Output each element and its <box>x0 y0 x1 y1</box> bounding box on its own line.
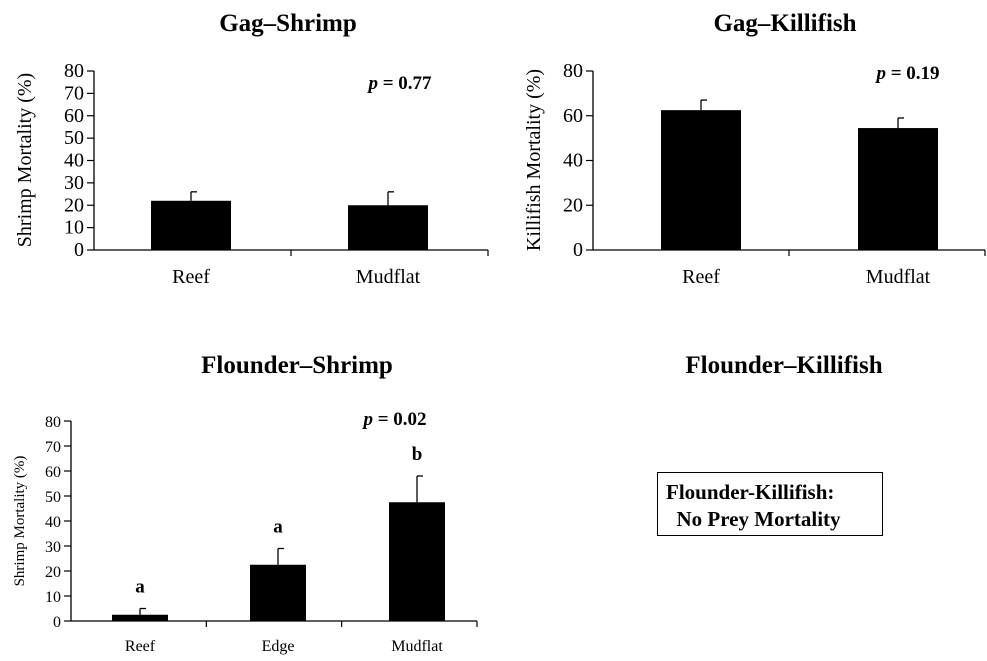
category-label: Mudflat <box>391 638 443 655</box>
y-tick-label: 30 <box>64 172 84 194</box>
category-label: Mudflat <box>866 266 931 288</box>
chart-title: Gag–Shrimp <box>219 10 357 37</box>
y-tick-label: 40 <box>563 150 583 172</box>
y-tick-label: 40 <box>64 150 84 172</box>
y-tick-label: 0 <box>573 239 583 261</box>
p-value-annotation: p = 0.19 <box>874 63 939 84</box>
p-value: = 0.77 <box>383 73 432 94</box>
note-line-1: Flounder-Killifish: <box>666 480 835 504</box>
p-symbol: p <box>874 63 890 84</box>
y-tick-label: 60 <box>563 105 583 127</box>
bar-reef <box>151 200 231 250</box>
y-tick-label: 60 <box>64 105 84 127</box>
y-tick-label: 60 <box>45 464 61 481</box>
p-value-annotation: p = 0.77 <box>366 73 432 94</box>
bar-mudflat <box>348 205 428 250</box>
y-tick-label: 30 <box>45 539 61 556</box>
y-tick-label: 40 <box>45 514 61 531</box>
y-tick-label: 0 <box>53 614 61 631</box>
p-symbol: p <box>361 409 377 430</box>
y-tick-label: 50 <box>64 127 84 149</box>
bar-mudflat <box>858 128 938 250</box>
chart-title: Flounder–Killifish <box>685 352 882 379</box>
y-tick-label: 80 <box>64 60 84 82</box>
chart-2: Gag–Killifish 0 20 40 60 80 Killifish Mortalit… <box>523 10 986 288</box>
y-tick-label: 50 <box>45 489 61 506</box>
bar-reef <box>661 110 741 250</box>
category-label: Reef <box>682 266 720 288</box>
p-symbol: p <box>366 73 382 94</box>
p-value: = 0.19 <box>891 63 940 84</box>
p-value-annotation: p = 0.02 <box>361 409 426 430</box>
category-label: Reef <box>172 266 210 288</box>
note-line-2: No Prey Mortality <box>666 507 841 531</box>
chart-3: Flounder–Shrimp 0 10 20 30 40 50 60 70 80 Shrimp M… <box>12 352 478 655</box>
y-tick-label: 10 <box>64 217 84 239</box>
chart-title: Gag–Killifish <box>713 10 856 37</box>
bar-edge <box>250 564 306 621</box>
y-tick-label: 80 <box>563 60 583 82</box>
significance-letter: b <box>412 444 423 465</box>
y-tick-label: 70 <box>64 82 84 104</box>
category-label: Edge <box>262 638 295 655</box>
significance-letter: a <box>273 517 283 538</box>
y-tick-label: 80 <box>45 414 61 431</box>
significance-letter: a <box>135 577 145 598</box>
y-axis-label: Shrimp Mortality (%) <box>12 456 28 587</box>
chart-title: Flounder–Shrimp <box>201 352 393 379</box>
category-label: Mudflat <box>356 266 421 288</box>
y-tick-label: 20 <box>45 564 61 581</box>
y-axis-label: Shrimp Mortality (%) <box>14 73 36 247</box>
bar-mudflat <box>389 502 445 621</box>
p-value: = 0.02 <box>378 409 427 430</box>
y-tick-label: 20 <box>64 194 84 216</box>
y-axis-label: Killifish Mortality (%) <box>523 69 545 251</box>
bar-reef <box>112 614 168 621</box>
y-tick-label: 20 <box>563 194 583 216</box>
category-label: Reef <box>125 638 156 655</box>
y-tick-label: 0 <box>74 239 84 261</box>
chart-4: Flounder–Killifish <box>685 352 882 379</box>
no-mortality-note: Flounder-Killifish: No Prey Mortality <box>657 472 883 536</box>
y-tick-label: 70 <box>45 439 61 456</box>
y-tick-label: 10 <box>45 589 61 606</box>
